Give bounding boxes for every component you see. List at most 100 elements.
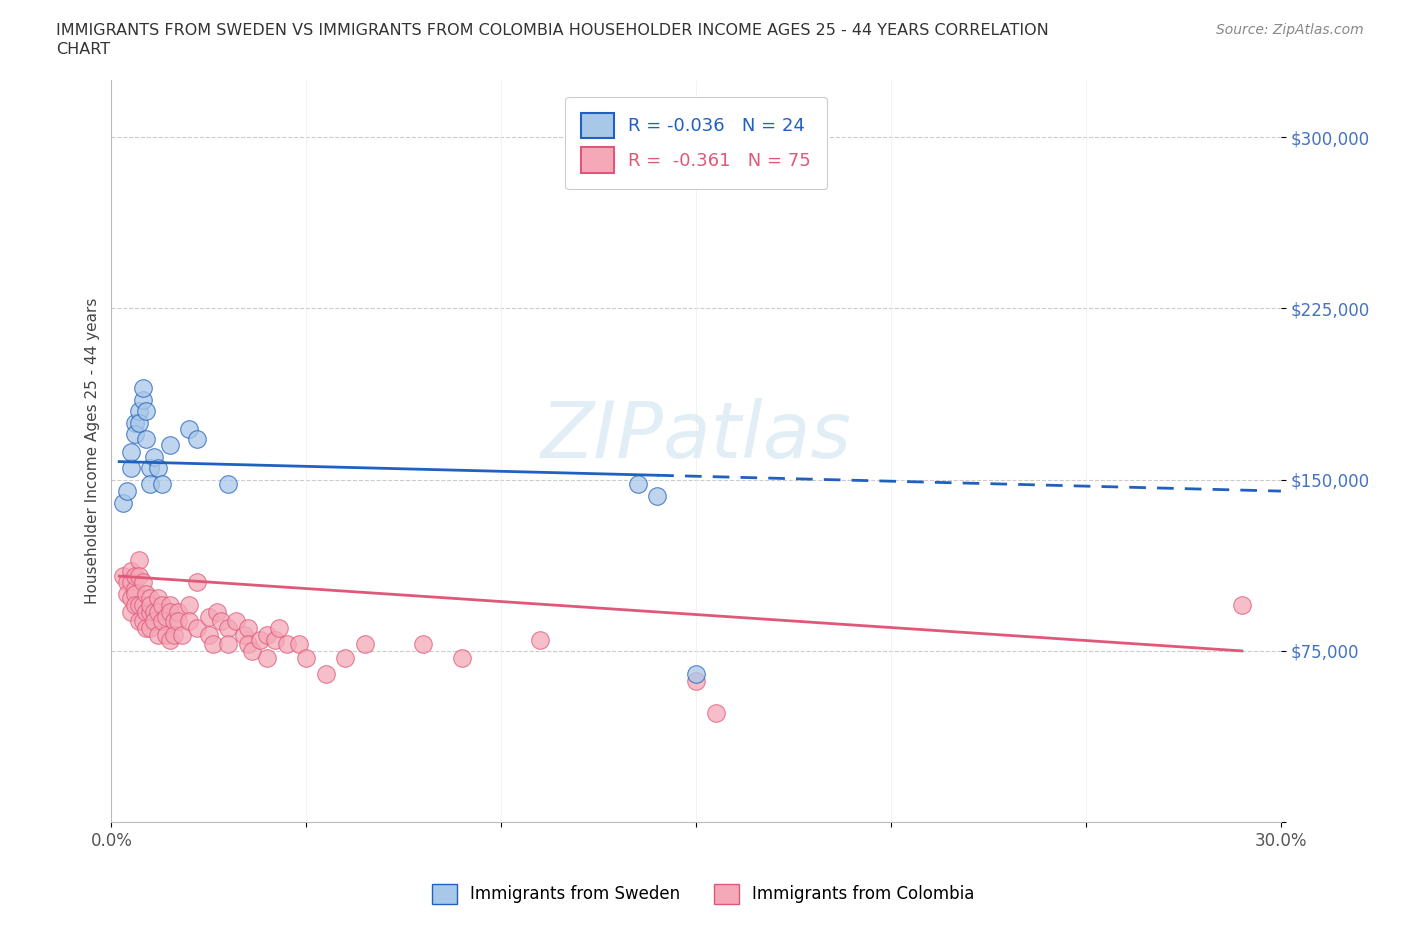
Point xyxy=(256,650,278,665)
Point xyxy=(128,404,150,418)
Point xyxy=(124,598,146,613)
Point xyxy=(128,598,150,613)
Point xyxy=(120,604,142,619)
Point xyxy=(124,427,146,442)
Point xyxy=(115,484,138,498)
Point xyxy=(451,650,474,665)
Point xyxy=(335,650,357,665)
Point xyxy=(135,587,157,602)
Point xyxy=(131,575,153,590)
Point xyxy=(217,477,239,492)
Point xyxy=(685,666,707,681)
Point xyxy=(139,620,162,635)
Point xyxy=(159,438,181,453)
Point xyxy=(287,637,309,652)
Point xyxy=(155,609,177,624)
Point xyxy=(170,628,193,643)
Point xyxy=(163,614,186,629)
Point xyxy=(1230,598,1253,613)
Point xyxy=(139,604,162,619)
Point xyxy=(120,575,142,590)
Point xyxy=(150,598,173,613)
Point xyxy=(124,415,146,430)
Point xyxy=(155,628,177,643)
Point xyxy=(124,587,146,602)
Point xyxy=(186,432,208,446)
Point xyxy=(267,620,290,635)
Point xyxy=(135,620,157,635)
Y-axis label: Householder Income Ages 25 - 44 years: Householder Income Ages 25 - 44 years xyxy=(86,298,100,604)
Point xyxy=(159,632,181,647)
Point xyxy=(225,614,247,629)
Point xyxy=(249,632,271,647)
Point xyxy=(627,477,650,492)
Point xyxy=(315,666,337,681)
Point xyxy=(128,552,150,567)
Point xyxy=(128,415,150,430)
Point xyxy=(139,598,162,613)
Point xyxy=(115,587,138,602)
Point xyxy=(139,477,162,492)
Point xyxy=(135,432,157,446)
Text: CHART: CHART xyxy=(56,42,110,57)
Point xyxy=(148,628,170,643)
Text: IMMIGRANTS FROM SWEDEN VS IMMIGRANTS FROM COLOMBIA HOUSEHOLDER INCOME AGES 25 - : IMMIGRANTS FROM SWEDEN VS IMMIGRANTS FRO… xyxy=(56,23,1049,38)
Point xyxy=(704,705,727,720)
Point xyxy=(159,598,181,613)
Point xyxy=(150,614,173,629)
Point xyxy=(240,644,263,658)
Text: Source: ZipAtlas.com: Source: ZipAtlas.com xyxy=(1216,23,1364,37)
Point xyxy=(217,620,239,635)
Point xyxy=(135,604,157,619)
Point xyxy=(131,598,153,613)
Point xyxy=(179,422,201,437)
Point xyxy=(209,614,232,629)
Point xyxy=(139,461,162,476)
Point xyxy=(143,604,166,619)
Point xyxy=(120,461,142,476)
Point xyxy=(276,637,298,652)
Point xyxy=(233,628,256,643)
Point xyxy=(645,488,668,503)
Point xyxy=(179,598,201,613)
Point xyxy=(163,628,186,643)
Point xyxy=(179,614,201,629)
Point xyxy=(135,404,157,418)
Point xyxy=(120,591,142,605)
Point xyxy=(112,495,135,510)
Legend: R = -0.036   N = 24, R =  -0.361   N = 75: R = -0.036 N = 24, R = -0.361 N = 75 xyxy=(565,97,827,189)
Point xyxy=(529,632,551,647)
Point xyxy=(685,673,707,688)
Point xyxy=(131,392,153,407)
Point xyxy=(148,604,170,619)
Point xyxy=(131,614,153,629)
Point xyxy=(120,445,142,459)
Point xyxy=(115,575,138,590)
Point xyxy=(186,620,208,635)
Text: ZIPatlas: ZIPatlas xyxy=(541,398,852,474)
Point xyxy=(131,381,153,396)
Point xyxy=(264,632,287,647)
Point xyxy=(295,650,318,665)
Point xyxy=(166,614,188,629)
Point xyxy=(198,628,221,643)
Point xyxy=(124,568,146,583)
Point xyxy=(128,614,150,629)
Point xyxy=(201,637,224,652)
Point xyxy=(236,620,259,635)
Point xyxy=(124,582,146,597)
Point xyxy=(128,568,150,583)
Point xyxy=(217,637,239,652)
Point xyxy=(143,614,166,629)
Point xyxy=(236,637,259,652)
Point xyxy=(143,449,166,464)
Point xyxy=(256,628,278,643)
Point xyxy=(139,591,162,605)
Point xyxy=(150,477,173,492)
Point xyxy=(112,568,135,583)
Point xyxy=(148,461,170,476)
Point xyxy=(159,604,181,619)
Point xyxy=(198,609,221,624)
Point xyxy=(148,591,170,605)
Point xyxy=(186,575,208,590)
